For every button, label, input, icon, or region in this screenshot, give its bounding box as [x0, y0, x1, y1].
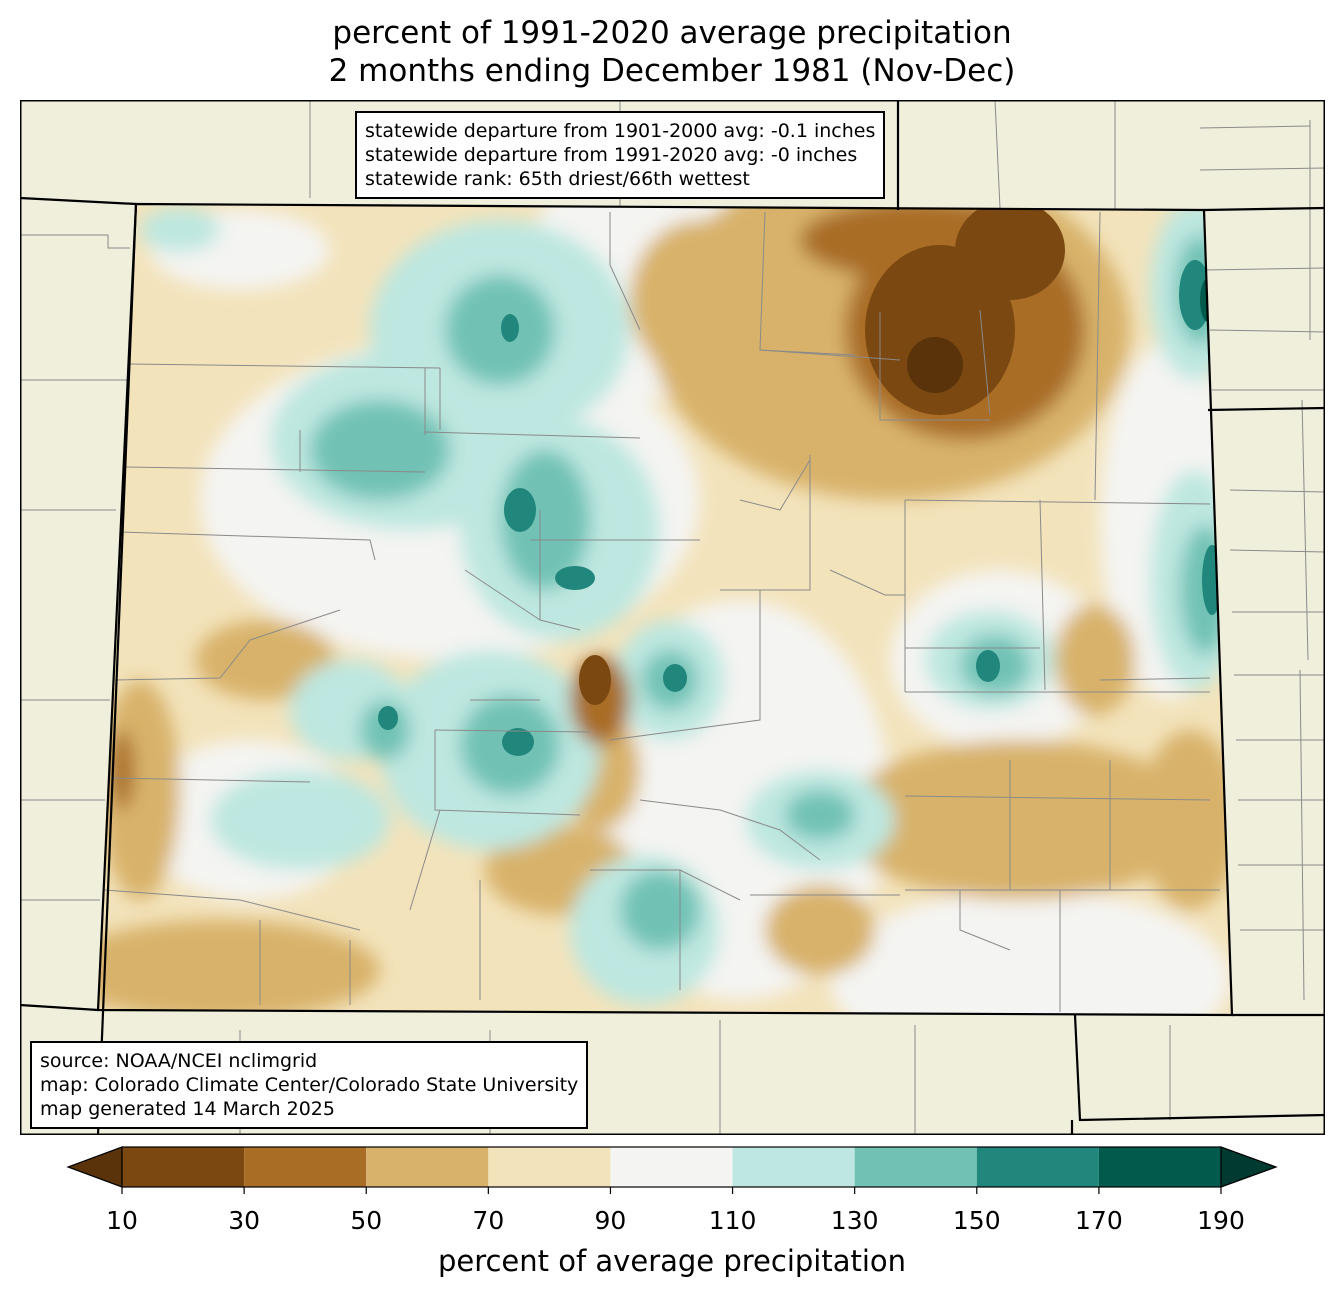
colorbar-bin-8	[1098, 1147, 1221, 1187]
colorbar-bin-0	[122, 1147, 245, 1187]
colorbar-bin-4	[610, 1147, 733, 1187]
title-line-1: percent of 1991-2020 average precipitati…	[332, 15, 1012, 51]
colorbar-bin-2	[366, 1147, 489, 1187]
colorbar-tick-label-2: 50	[350, 1206, 382, 1235]
map-title: percent of 1991-2020 average precipitati…	[0, 14, 1344, 90]
colorbar: 10 30 50 70 90 110 130 150 170 190	[66, 1146, 1278, 1235]
colorbar-tick-label-8: 170	[1075, 1206, 1123, 1235]
stats-line-3: statewide rank: 65th driest/66th wettest	[365, 168, 750, 190]
colorbar-label: percent of average precipitation	[437, 1244, 907, 1278]
colorbar-over-arrow	[1220, 1146, 1278, 1188]
precipitation-map	[20, 100, 1325, 1135]
colorado-county-lines	[104, 211, 1220, 1012]
colorbar-tick-label-4: 90	[595, 1206, 627, 1235]
colorbar-tick-label-6: 130	[831, 1206, 879, 1235]
colorbar-bin-3	[488, 1147, 611, 1187]
colorbar-tick-label-0: 10	[106, 1206, 138, 1235]
colorbar-tick-label-1: 30	[228, 1206, 260, 1235]
colorbar-tick-label-7: 150	[953, 1206, 1001, 1235]
statewide-stats-box: statewide departure from 1901-2000 avg: …	[355, 111, 886, 199]
colorbar-under-arrow	[66, 1146, 123, 1188]
colorbar-tick-label-9: 190	[1197, 1206, 1245, 1235]
neighbor-county-lines	[20, 100, 1325, 1135]
colorbar-bin-1	[244, 1147, 367, 1187]
colorbar-tick-label-3: 70	[472, 1206, 504, 1235]
colorbar-tick-label-5: 110	[709, 1206, 757, 1235]
stats-line-2: statewide departure from 1991-2020 avg: …	[365, 144, 858, 166]
title-line-2: 2 months ending December 1981 (Nov-Dec)	[328, 53, 1016, 89]
source-line-2: map: Colorado Climate Center/Colorado St…	[40, 1074, 579, 1096]
state-borders	[20, 100, 1325, 1135]
source-line-3: map generated 14 March 2025	[40, 1098, 335, 1120]
stats-line-1: statewide departure from 1901-2000 avg: …	[365, 120, 876, 142]
colorbar-bin-7	[976, 1147, 1099, 1187]
precipitation-field	[98, 204, 1232, 1015]
colorbar-bin-6	[854, 1147, 977, 1187]
source-line-1: source: NOAA/NCEI nclimgrid	[40, 1050, 318, 1072]
source-box: source: NOAA/NCEI nclimgrid map: Colorad…	[30, 1041, 589, 1129]
colorbar-bin-5	[732, 1147, 855, 1187]
